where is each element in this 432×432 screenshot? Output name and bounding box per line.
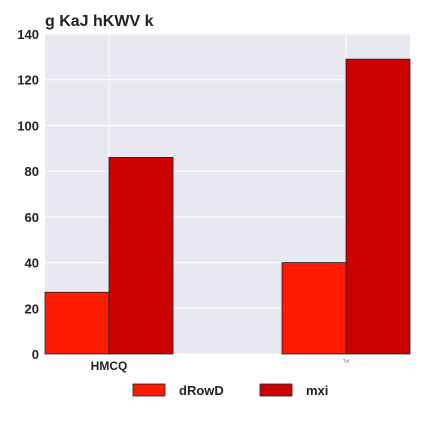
bar-mxi-0 [108, 157, 174, 355]
y-tick-label: 20 [25, 301, 39, 316]
legend-label-mxi: mxi [306, 383, 328, 398]
y-tick-label: 100 [17, 118, 39, 133]
y-axis-ticks: 0 20 40 60 80 100 120 140 [17, 27, 39, 362]
bars [44, 58, 411, 355]
x-axis-ticks: HMCQ ᵀᵒᶠ [91, 359, 350, 373]
chart-title: g KaJ hKWV k [45, 13, 154, 30]
y-tick-label: 80 [25, 164, 39, 179]
y-tick-label: 60 [25, 210, 39, 225]
bar-mxi-1 [345, 58, 411, 355]
x-tick-label: ᵀᵒᶠ [343, 359, 350, 366]
legend: dRowD mxi [132, 383, 328, 398]
x-tick-label: HMCQ [91, 359, 128, 373]
y-tick-label: 40 [25, 256, 39, 271]
bar-dRowD-0 [44, 291, 110, 355]
y-tick-label: 120 [17, 73, 39, 88]
bar-dRowD-1 [281, 262, 347, 355]
y-tick-label: 140 [17, 27, 39, 42]
y-tick-label: 0 [32, 347, 39, 362]
legend-label-dRowD: dRowD [179, 383, 224, 398]
legend-swatch-dRowD [132, 383, 166, 397]
legend-swatch-mxi [259, 383, 293, 397]
